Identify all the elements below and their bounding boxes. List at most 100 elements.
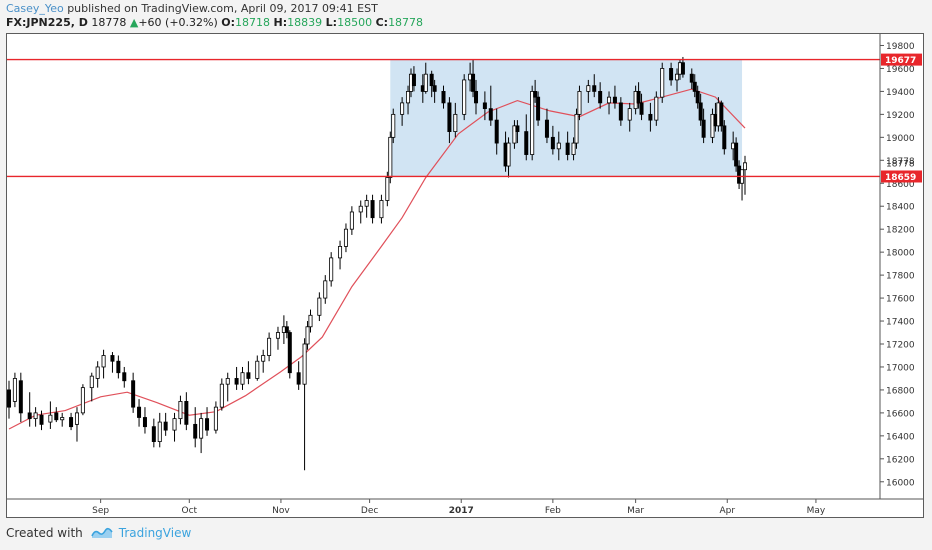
candle-body <box>432 85 437 92</box>
candle <box>358 200 363 224</box>
candle <box>698 93 703 126</box>
candle <box>429 70 434 98</box>
candle-body <box>429 73 434 87</box>
candle-body <box>512 125 517 144</box>
x-tick-label: May <box>807 506 826 516</box>
candlestick-chart[interactable]: 16000 16200 16400 16600 16800 17000 17200 17400… <box>6 34 923 517</box>
candle <box>574 108 579 149</box>
candle <box>178 395 183 425</box>
chart-header: Casey_Yeo published on TradingView.com, … <box>6 2 423 32</box>
candle-body <box>577 91 582 115</box>
candle <box>193 407 198 448</box>
candle <box>512 120 517 149</box>
y-tick-label: 18200 <box>886 226 915 236</box>
candle-body <box>654 96 659 121</box>
candle <box>742 155 747 195</box>
candle <box>219 378 224 411</box>
candle-body <box>648 113 653 121</box>
created-with-label: Created with <box>6 526 83 540</box>
candle <box>305 321 310 350</box>
candle-body <box>39 414 44 425</box>
candle <box>689 68 694 90</box>
open-value: 18718 <box>235 16 271 29</box>
candle <box>116 355 121 379</box>
candle <box>740 169 745 201</box>
candle-body <box>618 102 623 121</box>
tradingview-link[interactable]: TradingView <box>91 526 191 540</box>
author-link[interactable]: Casey_Yeo <box>6 2 64 15</box>
candle <box>296 361 301 390</box>
x-tick-label: Feb <box>545 506 561 516</box>
candle-body <box>142 417 147 428</box>
candle-body <box>110 355 115 362</box>
candle-body <box>462 79 467 115</box>
candle <box>89 372 94 402</box>
candle <box>471 59 476 98</box>
candle <box>692 74 697 98</box>
candle <box>80 384 85 416</box>
candle-body <box>157 421 162 442</box>
candle-body <box>385 177 390 201</box>
candle <box>302 338 307 471</box>
candle <box>734 137 739 172</box>
candle-body <box>163 421 168 431</box>
y-tick-label: 19600 <box>886 65 915 75</box>
candle <box>6 380 11 419</box>
candle <box>54 407 59 423</box>
candle-body <box>411 73 416 87</box>
candle <box>317 292 322 322</box>
candle-body <box>627 108 632 121</box>
candle-body <box>698 102 703 121</box>
candle-body <box>636 91 641 104</box>
y-tick-label: 17600 <box>886 295 915 305</box>
candle <box>447 97 452 144</box>
candle-body <box>639 102 644 115</box>
candle <box>680 56 685 78</box>
x-tick-label: Oct <box>182 506 198 516</box>
candle <box>654 91 659 126</box>
close-label: C: <box>375 16 389 29</box>
ohlc-line: FX:JPN225, D 18778 ▲+60 (+0.32%) O:18718… <box>6 16 423 30</box>
candle <box>577 85 582 121</box>
candle-body <box>689 73 694 83</box>
candle-body <box>193 423 198 439</box>
candle <box>639 93 644 121</box>
price-tag <box>881 170 922 183</box>
candle-body <box>565 142 570 155</box>
candle <box>74 407 79 442</box>
candle-body <box>515 125 520 132</box>
candle <box>391 108 396 144</box>
candle <box>172 412 177 442</box>
candle <box>533 79 538 103</box>
candle-body <box>343 228 348 247</box>
chart-panel[interactable]: 16000 16200 16400 16600 16800 17000 17200 17400… <box>6 33 924 518</box>
candle <box>406 85 411 115</box>
candle-body <box>323 280 328 299</box>
candle <box>627 102 632 132</box>
candle <box>474 79 479 115</box>
candle <box>648 102 653 132</box>
candle-body <box>471 73 476 92</box>
price-tag <box>881 53 922 66</box>
candle <box>343 223 348 253</box>
publish-info: published on TradingView.com, April 09, … <box>67 2 378 15</box>
footer: Created with TradingView <box>6 526 191 540</box>
candle-body <box>391 113 396 138</box>
x-tick-label: Nov <box>272 506 290 516</box>
low-label: L: <box>325 16 338 29</box>
high-label: H: <box>273 16 288 29</box>
moving-average-line <box>8 88 746 430</box>
candle <box>122 366 127 388</box>
candle-body <box>213 406 218 431</box>
candle-body <box>12 378 17 402</box>
candle <box>131 372 136 413</box>
candle <box>432 79 437 103</box>
candle <box>524 114 529 161</box>
publish-line: Casey_Yeo published on TradingView.com, … <box>6 2 423 16</box>
candle <box>612 85 617 109</box>
y-tick-label: 19200 <box>886 111 915 121</box>
candle-body <box>33 412 38 420</box>
candle-body <box>474 91 479 104</box>
candle-body <box>225 378 230 385</box>
candle <box>544 108 549 144</box>
